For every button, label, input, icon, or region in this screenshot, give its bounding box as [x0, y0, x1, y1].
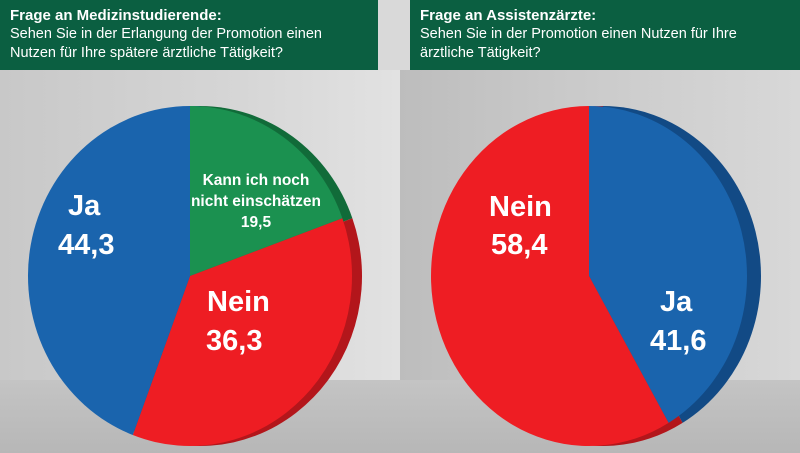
label-students-unsure-line2: nicht einschätzen: [191, 193, 321, 210]
value-students-unsure: 19,5: [241, 214, 272, 231]
value-assistants-nein: 58,4: [491, 229, 547, 261]
pie-students-slice-0: [27, 105, 191, 436]
label-students-ja: Ja: [68, 190, 101, 222]
header-assistants-question-line1: Sehen Sie in der Promotion einen Nutzen …: [420, 26, 737, 42]
pie-assistants-slice-0: [589, 106, 748, 423]
pie-chart-assistants: [431, 106, 762, 446]
header-students-title: Frage an Medizinstudierende:: [10, 7, 222, 24]
label-assistants-ja: Ja: [660, 286, 693, 318]
value-assistants-ja: 41,6: [650, 325, 706, 357]
pie-assistants-slice-1: [431, 106, 669, 446]
header-assistants-title: Frage an Assistenzärzte:: [420, 7, 597, 24]
pie-chart-students: [27, 105, 363, 447]
value-students-nein: 36,3: [206, 325, 262, 357]
label-students-unsure-line1: Kann ich noch: [203, 172, 310, 189]
pie-students-slice-1: [190, 106, 343, 276]
header-assistants-question-line2: ärztliche Tätigkeit?: [420, 45, 541, 61]
header-students-question-line1: Sehen Sie in der Erlangung der Promotion…: [10, 26, 322, 42]
header-assistants: Frage an Assistenzärzte: Sehen Sie in de…: [410, 0, 800, 70]
pie-students-slice-2: [132, 218, 353, 447]
label-assistants-nein: Nein: [489, 191, 552, 223]
header-students: Frage an Medizinstudierende: Sehen Sie i…: [0, 0, 378, 70]
label-students-nein: Nein: [207, 286, 270, 318]
value-students-ja: 44,3: [58, 229, 114, 261]
header-students-question-line2: Nutzen für Ihre spätere ärztliche Tätigk…: [10, 45, 283, 61]
